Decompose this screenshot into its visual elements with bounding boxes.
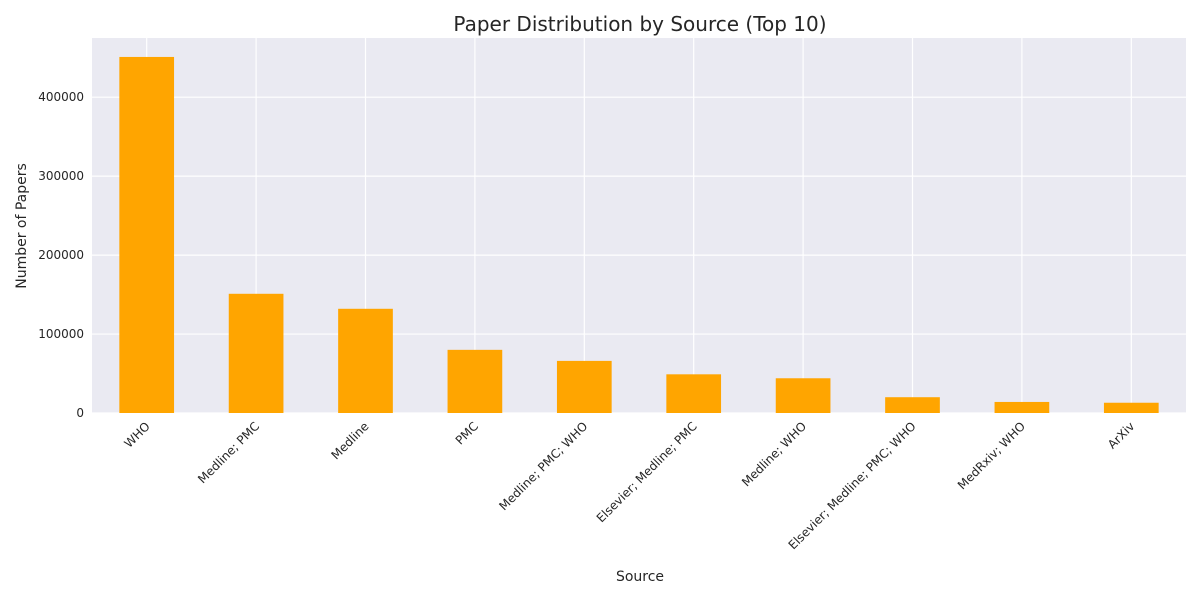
x-tick-label: PMC: [453, 419, 481, 447]
x-tick-label: Elsevier; Medline; PMC: [594, 419, 700, 525]
x-tick-label: MedRxiv; WHO: [955, 419, 1028, 492]
x-tick-label: Medline; PMC; WHO: [496, 419, 590, 513]
bar: [119, 56, 175, 414]
y-tick-label: 400000: [38, 90, 84, 104]
bar: [556, 360, 612, 413]
bar: [447, 349, 503, 413]
y-tick-label: 300000: [38, 169, 84, 183]
y-tick-label: 100000: [38, 327, 84, 341]
x-tick-label: Medline: [328, 419, 371, 462]
x-tick-label: ArXiv: [1105, 419, 1137, 451]
y-tick-label: 200000: [38, 248, 84, 262]
bar: [338, 308, 393, 413]
x-tick-label: Medline; PMC: [195, 419, 262, 486]
y-tick-label: 0: [76, 406, 84, 420]
y-axis-title: Number of Papers: [14, 163, 30, 289]
x-tick-label: WHO: [121, 419, 152, 450]
bar: [775, 378, 831, 413]
chart-title: Paper Distribution by Source (Top 10): [453, 12, 826, 36]
plot-area: 0 100000 200000 300000 400000 WHO Medline; PMC…: [38, 38, 1186, 552]
x-axis-title: Source: [616, 569, 664, 585]
x-tick-label: Elsevier; Medline; PMC; WHO: [786, 419, 919, 552]
bar: [228, 293, 284, 413]
bar: [994, 401, 1050, 413]
x-tick-label: Medline; WHO: [739, 419, 809, 489]
bar: [666, 374, 722, 413]
bar: [1103, 402, 1159, 413]
bar: [885, 397, 940, 413]
